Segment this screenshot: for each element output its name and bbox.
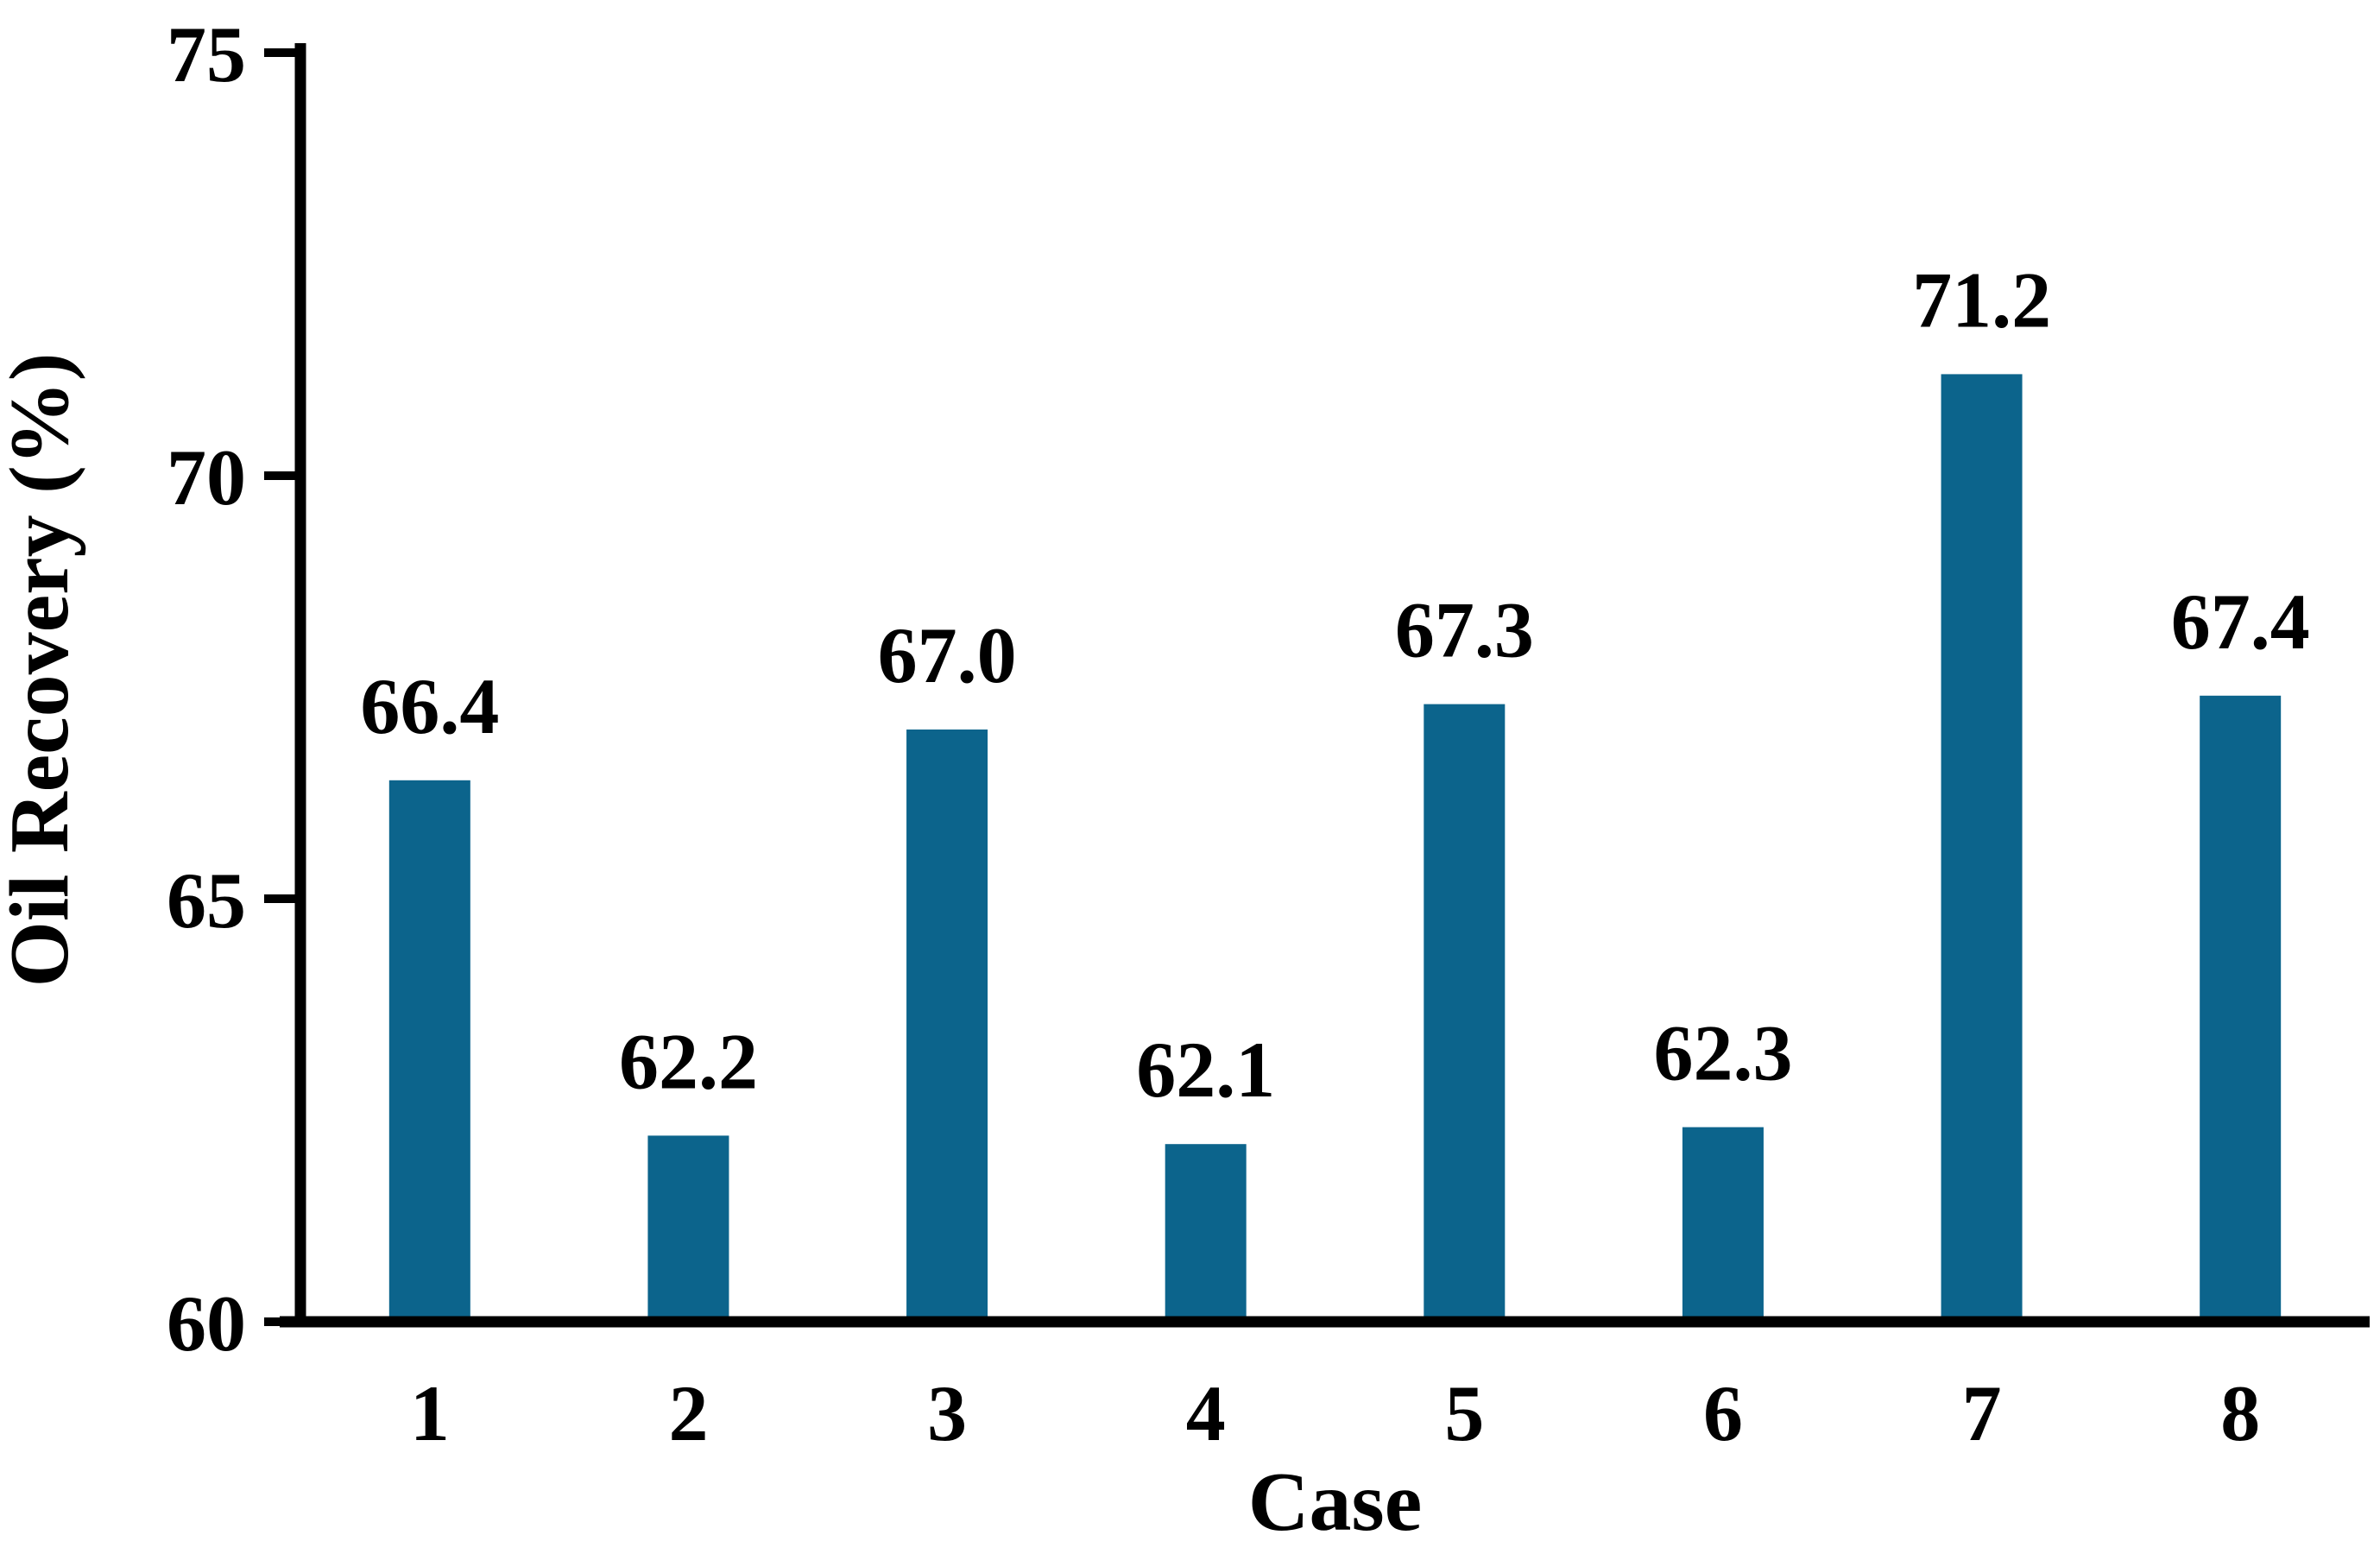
x-tick-label: 7: [1962, 1369, 2002, 1457]
x-tick-label: 1: [410, 1369, 450, 1457]
bar-case-3: [906, 730, 988, 1322]
bar-value-label: 62.3: [1653, 1009, 1792, 1097]
x-axis-title: Case: [1248, 1456, 1422, 1549]
x-tick-label: 8: [2220, 1369, 2260, 1457]
bar-case-8: [2200, 695, 2282, 1322]
bar-case-6: [1682, 1127, 1764, 1322]
bar-value-label: 62.1: [1136, 1026, 1275, 1114]
bar-case-2: [647, 1135, 729, 1322]
bar-value-label: 67.0: [878, 611, 1017, 699]
bar-case-7: [1941, 374, 2023, 1322]
y-tick-label: 75: [167, 10, 246, 98]
x-tick-label: 4: [1186, 1369, 1226, 1457]
y-axis-title: Oil Recovery (%): [0, 353, 86, 988]
bar-case-5: [1424, 704, 1506, 1322]
bar-value-label: 67.4: [2171, 578, 2310, 666]
bar-case-4: [1165, 1144, 1247, 1322]
y-tick-label: 65: [167, 856, 246, 944]
bar-value-label: 62.2: [619, 1017, 758, 1105]
y-tick-label: 70: [167, 433, 246, 521]
bar-value-label: 66.4: [360, 662, 499, 750]
y-tick-label: 60: [167, 1279, 246, 1368]
bar-value-label: 71.2: [1912, 256, 2051, 344]
bar-value-label: 67.3: [1395, 586, 1534, 674]
bar-case-1: [388, 780, 470, 1322]
x-tick-label: 6: [1703, 1369, 1743, 1457]
x-tick-label: 5: [1444, 1369, 1484, 1457]
x-tick-label: 3: [927, 1369, 967, 1457]
x-tick-label: 2: [668, 1369, 708, 1457]
